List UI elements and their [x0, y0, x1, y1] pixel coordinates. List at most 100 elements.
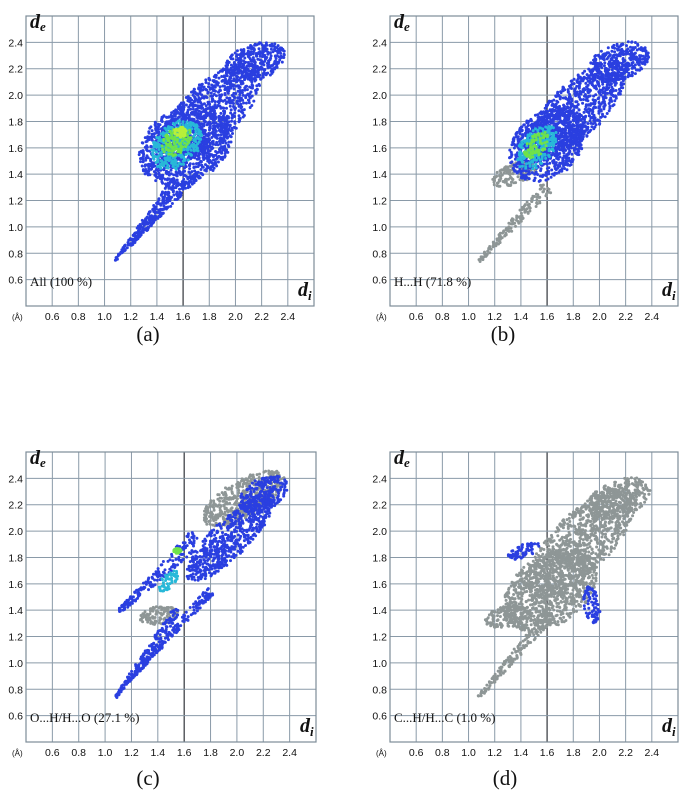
- data-point: [246, 53, 250, 56]
- data-point: [587, 114, 591, 118]
- data-point: [179, 141, 183, 145]
- data-point: [214, 150, 218, 153]
- data-point: [269, 54, 273, 58]
- data-point: [557, 164, 561, 168]
- data-point: [158, 151, 162, 155]
- data-point: [115, 256, 119, 259]
- data-point: [174, 147, 178, 151]
- data-point: [517, 221, 521, 225]
- data-point: [555, 105, 559, 109]
- data-point: [229, 108, 233, 112]
- data-point: [545, 105, 548, 109]
- data-point: [193, 99, 197, 102]
- data-point: [563, 142, 567, 146]
- data-point: [237, 103, 241, 107]
- data-point: [175, 140, 179, 144]
- data-point: [510, 160, 514, 164]
- x-tick-label: 2.0: [228, 311, 243, 323]
- data-point: [159, 174, 163, 177]
- data-point: [196, 142, 200, 146]
- data-point: [157, 125, 160, 129]
- data-point: [586, 131, 590, 135]
- data-point: [561, 88, 565, 91]
- data-point: [556, 146, 560, 150]
- data-point: [132, 232, 136, 236]
- data-point: [570, 87, 573, 90]
- data-point: [526, 172, 530, 176]
- data-point: [186, 151, 190, 155]
- data-point: [542, 190, 545, 193]
- data-point: [238, 97, 242, 101]
- data-point: [143, 219, 147, 223]
- data-point: [163, 156, 167, 160]
- data-point: [157, 130, 161, 134]
- data-point: [193, 148, 197, 152]
- data-point: [225, 148, 228, 152]
- data-point: [219, 111, 223, 115]
- data-point: [158, 135, 161, 139]
- data-point: [521, 134, 525, 138]
- data-point: [224, 133, 228, 137]
- data-point: [242, 69, 246, 73]
- data-point: [222, 122, 226, 125]
- data-point: [179, 101, 183, 105]
- data-point: [122, 247, 126, 251]
- data-point: [511, 140, 515, 144]
- data-point: [514, 224, 517, 228]
- data-point: [223, 111, 227, 115]
- data-point: [198, 137, 202, 141]
- data-point: [519, 137, 523, 141]
- data-point: [160, 160, 164, 164]
- data-point: [154, 207, 158, 211]
- data-point: [254, 90, 258, 94]
- data-point: [558, 169, 562, 173]
- data-point: [234, 126, 238, 130]
- data-point: [593, 102, 597, 106]
- data-point: [590, 116, 593, 120]
- data-point: [213, 100, 217, 104]
- data-point: [199, 171, 203, 175]
- data-point: [559, 132, 563, 136]
- data-point: [183, 169, 187, 173]
- data-point: [196, 157, 200, 161]
- data-point: [255, 87, 259, 91]
- data-point: [219, 130, 223, 134]
- data-point: [550, 121, 554, 125]
- data-point: [250, 58, 254, 62]
- data-point: [210, 146, 213, 150]
- data-point: [252, 48, 256, 52]
- data-point: [202, 85, 206, 89]
- data-point: [139, 160, 142, 164]
- data-point: [171, 149, 175, 153]
- data-point: [603, 115, 607, 119]
- data-point: [257, 67, 261, 71]
- data-point: [216, 143, 220, 147]
- data-point: [248, 106, 252, 109]
- data-point: [189, 144, 193, 148]
- data-point: [216, 160, 220, 164]
- data-point: [186, 98, 190, 102]
- data-point: [547, 190, 550, 194]
- data-point: [572, 117, 576, 121]
- plot-frame: [25, 15, 315, 307]
- data-point: [193, 178, 197, 182]
- data-point: [188, 103, 192, 107]
- data-point: [589, 102, 593, 106]
- data-point: [572, 104, 576, 108]
- data-point: [186, 112, 189, 116]
- data-point: [552, 104, 556, 108]
- data-point: [237, 86, 241, 90]
- data-point: [538, 117, 542, 121]
- data-point: [200, 85, 204, 89]
- data-point: [214, 73, 218, 77]
- data-point: [511, 218, 515, 222]
- data-point: [605, 112, 609, 115]
- data-point: [610, 99, 614, 103]
- data-point: [545, 118, 549, 122]
- data-point: [218, 149, 222, 153]
- data-point: [491, 177, 495, 181]
- data-point: [223, 119, 227, 123]
- data-point: [579, 92, 583, 96]
- data-point: [500, 173, 504, 177]
- data-point: [282, 56, 286, 59]
